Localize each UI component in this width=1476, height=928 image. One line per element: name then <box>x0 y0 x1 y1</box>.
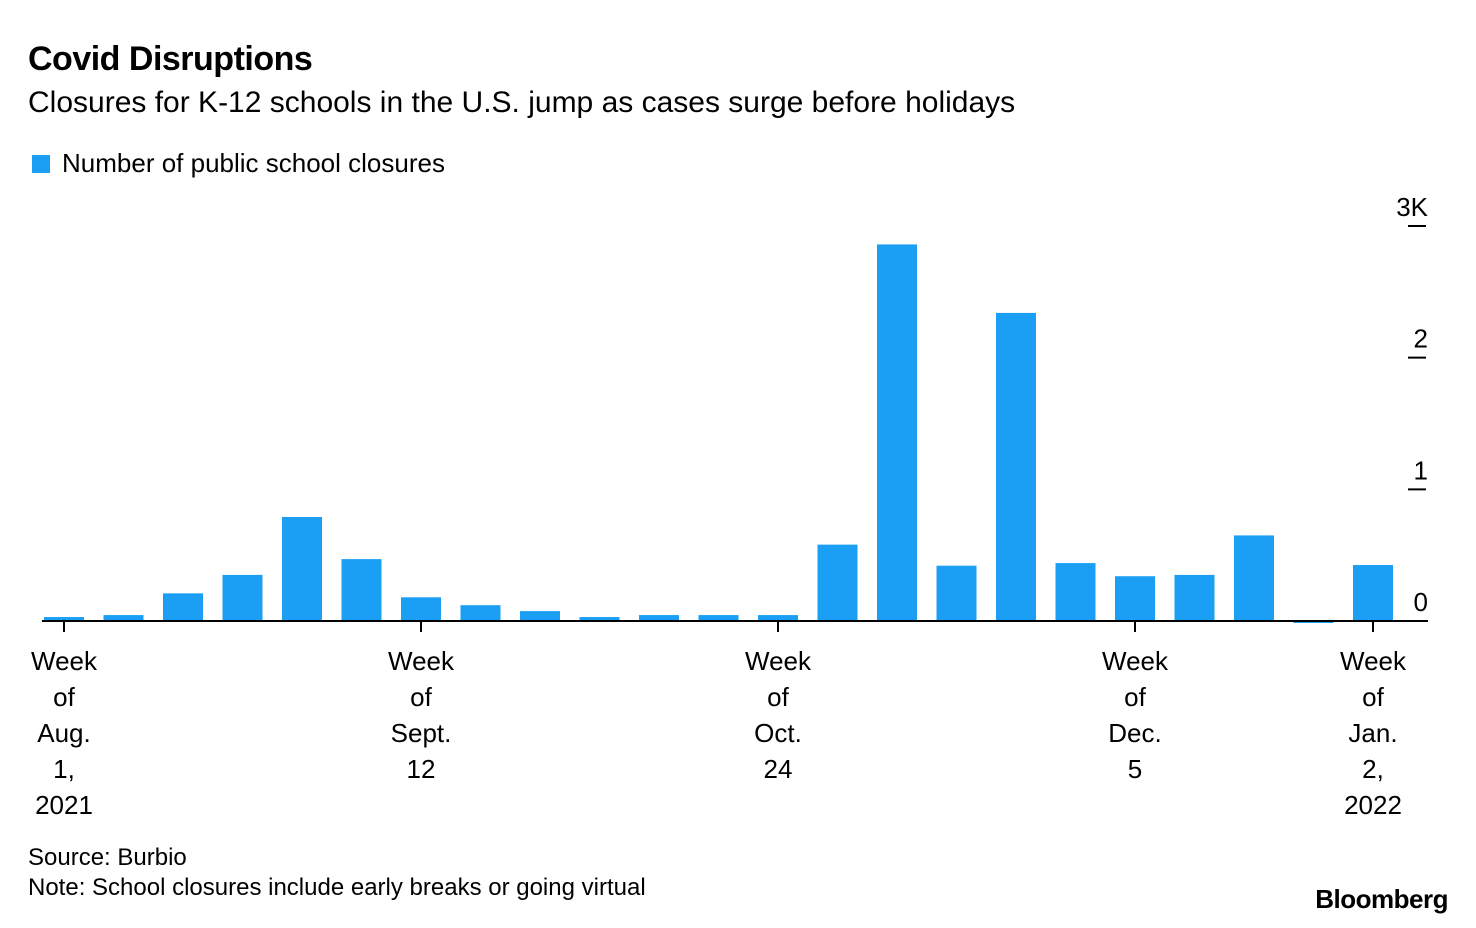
bar <box>1115 576 1155 621</box>
x-axis: Week of Aug. 1, 2021 Week of Sept. 12 Week of Oct. 2… <box>31 621 1407 820</box>
bar <box>579 617 620 621</box>
bars-layer <box>44 244 1393 623</box>
x-tick-label-line: Dec. <box>1108 718 1161 748</box>
bar <box>341 559 382 621</box>
x-tick-label-line: 12 <box>407 754 436 784</box>
x-tick-label-line: Aug. <box>37 718 91 748</box>
x-tick-label-line: 2, <box>1362 754 1384 784</box>
y-tick-label: 0 <box>1414 587 1428 617</box>
x-tick-label-line: of <box>410 682 432 712</box>
x-tick-label-line: Jan. <box>1348 718 1397 748</box>
bar <box>1055 563 1096 621</box>
legend-swatch <box>32 154 50 173</box>
x-tick-label-line: Week <box>745 646 812 676</box>
y-tick-label: 3K <box>1396 192 1428 222</box>
x-tick-label-line: of <box>1124 682 1146 712</box>
x-tick-label-line: Week <box>1340 646 1407 676</box>
legend-label: Number of public school closures <box>62 148 445 178</box>
chart-title: Covid Disruptions <box>28 40 313 78</box>
bloomberg-logo: Bloomberg <box>1315 884 1448 914</box>
x-tick-label-line: 2021 <box>35 790 93 820</box>
bar <box>103 615 144 621</box>
bar <box>1353 565 1393 621</box>
bar <box>936 565 977 621</box>
bar <box>163 593 203 621</box>
x-tick-label-line: Sept. <box>391 718 452 748</box>
legend: Number of public school closures <box>32 148 445 179</box>
bar <box>698 615 739 621</box>
x-tick-label-line: Week <box>1102 646 1169 676</box>
bar <box>44 617 84 621</box>
bar <box>639 615 679 621</box>
x-tick-label-line: of <box>1362 682 1384 712</box>
x-tick-label-line: 5 <box>1128 754 1142 784</box>
x-tick-label-line: Week <box>31 646 98 676</box>
footnote: Note: School closures include early brea… <box>28 874 646 901</box>
x-tick-label-line: 1, <box>53 754 75 784</box>
bar <box>817 544 858 621</box>
bar <box>520 611 560 621</box>
source-note: Source: Burbio <box>28 844 187 871</box>
x-tick-label: Week of Sept. 12 <box>388 646 455 784</box>
bar <box>282 516 322 621</box>
bar <box>1174 574 1215 621</box>
bar <box>758 615 798 621</box>
y-tick-label: 2 <box>1414 324 1428 354</box>
x-tick-label-line: Oct. <box>754 718 802 748</box>
x-tick-label: Week of Dec. 5 <box>1102 646 1169 784</box>
x-tick-label: Week of Jan. 2, 2022 <box>1340 646 1407 820</box>
bar <box>460 605 501 621</box>
x-tick-label: Week of Oct. 24 <box>745 646 812 784</box>
x-tick-label-line: 24 <box>764 754 793 784</box>
x-tick-label: Week of Aug. 1, 2021 <box>31 646 98 820</box>
bar <box>222 574 263 621</box>
x-tick-label-line: of <box>767 682 789 712</box>
x-tick-label-line: Week <box>388 646 455 676</box>
x-tick-label-line: of <box>53 682 75 712</box>
bar <box>877 244 917 621</box>
bar <box>996 312 1036 621</box>
y-tick-label: 1 <box>1414 455 1428 485</box>
x-tick-label-line: 2022 <box>1344 790 1402 820</box>
chart-subtitle: Closures for K-12 schools in the U.S. ju… <box>28 86 1016 119</box>
bar <box>1234 535 1274 621</box>
y-axis: 0 1 2 3K <box>1396 192 1428 617</box>
bar <box>401 597 441 621</box>
